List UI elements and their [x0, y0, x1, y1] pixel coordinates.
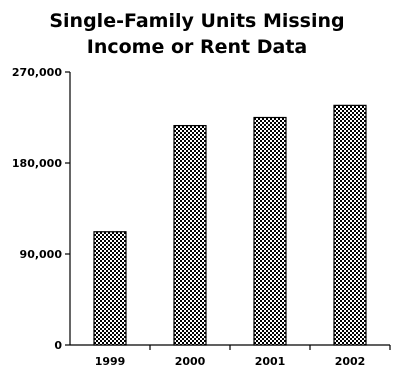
- x-tick-label: 1999: [95, 355, 126, 368]
- y-tick-label: 0: [54, 339, 62, 352]
- y-tick-label: 270,000: [12, 66, 62, 79]
- bar-2001: [253, 116, 287, 346]
- chart-title: Single-Family Units Missing Income or Re…: [0, 8, 394, 60]
- x-tick-label: 2000: [175, 355, 206, 368]
- y-tick-label: 180,000: [12, 157, 62, 170]
- x-tick-label: 2002: [335, 355, 366, 368]
- x-tick-label: 2001: [255, 355, 286, 368]
- bar-1999: [93, 231, 127, 346]
- bar-2000: [173, 124, 207, 346]
- chart-title-line-1: Single-Family Units Missing: [49, 10, 345, 32]
- y-tick-label: 90,000: [20, 248, 63, 261]
- bar-2002: [333, 104, 367, 346]
- plot-area: 0 90,000 180,000 270,000 1999 2000 2001 2002: [12, 66, 391, 368]
- chart-title-line-2: Income or Rent Data: [86, 36, 308, 58]
